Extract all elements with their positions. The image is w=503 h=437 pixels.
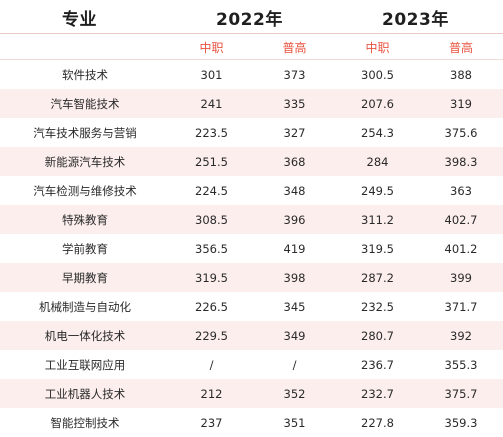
table-row: 特殊教育 308.5 396 311.2 402.7 bbox=[0, 205, 503, 234]
score-2023-pugao: 401.2 bbox=[419, 234, 503, 263]
score-2022-pugao: 419 bbox=[253, 234, 336, 263]
major-name: 软件技术 bbox=[0, 59, 170, 89]
score-2023-zhongzhi: 236.7 bbox=[336, 350, 419, 379]
score-2022-pugao: 335 bbox=[253, 89, 336, 118]
table-row: 智能控制技术 237 351 227.8 359.3 bbox=[0, 408, 503, 437]
major-name: 学前教育 bbox=[0, 234, 170, 263]
table-row: 汽车检测与维修技术 224.5 348 249.5 363 bbox=[0, 176, 503, 205]
major-name: 智能控制技术 bbox=[0, 408, 170, 437]
table-row: 汽车技术服务与营销 223.5 327 254.3 375.6 bbox=[0, 118, 503, 147]
score-2022-zhongzhi: 308.5 bbox=[170, 205, 253, 234]
score-2022-pugao: 398 bbox=[253, 263, 336, 292]
major-name: 工业机器人技术 bbox=[0, 379, 170, 408]
score-2023-pugao: 392 bbox=[419, 321, 503, 350]
score-2022-pugao: 348 bbox=[253, 176, 336, 205]
score-2023-zhongzhi: 280.7 bbox=[336, 321, 419, 350]
score-2023-zhongzhi: 311.2 bbox=[336, 205, 419, 234]
header-divider bbox=[0, 33, 503, 34]
score-2023-pugao: 359.3 bbox=[419, 408, 503, 437]
score-2022-zhongzhi: 319.5 bbox=[170, 263, 253, 292]
major-name: 机电一体化技术 bbox=[0, 321, 170, 350]
score-2022-pugao: 352 bbox=[253, 379, 336, 408]
major-name: 汽车智能技术 bbox=[0, 89, 170, 118]
subheader-2022-zhongzhi: 中职 bbox=[170, 36, 253, 60]
year-2022-header: 2022年 bbox=[216, 10, 283, 30]
score-2023-zhongzhi: 284 bbox=[336, 147, 419, 176]
subheader-2023-pugao: 普高 bbox=[419, 36, 503, 60]
score-2022-pugao: 345 bbox=[253, 292, 336, 321]
score-2023-pugao: 402.7 bbox=[419, 205, 503, 234]
major-name: 早期教育 bbox=[0, 263, 170, 292]
table-row: 汽车智能技术 241 335 207.6 319 bbox=[0, 89, 503, 118]
table-row: 机械制造与自动化 226.5 345 232.5 371.7 bbox=[0, 292, 503, 321]
score-2022-pugao: 327 bbox=[253, 118, 336, 147]
score-2022-zhongzhi: 223.5 bbox=[170, 118, 253, 147]
score-2022-zhongzhi: 212 bbox=[170, 379, 253, 408]
score-2022-pugao: 349 bbox=[253, 321, 336, 350]
score-2022-zhongzhi: 241 bbox=[170, 89, 253, 118]
score-2023-zhongzhi: 319.5 bbox=[336, 234, 419, 263]
score-2023-pugao: 363 bbox=[419, 176, 503, 205]
score-2022-zhongzhi: 224.5 bbox=[170, 176, 253, 205]
score-2022-zhongzhi: / bbox=[170, 350, 253, 379]
table-row: 学前教育 356.5 419 319.5 401.2 bbox=[0, 234, 503, 263]
score-2023-pugao: 375.7 bbox=[419, 379, 503, 408]
score-2023-zhongzhi: 227.8 bbox=[336, 408, 419, 437]
score-2023-zhongzhi: 232.5 bbox=[336, 292, 419, 321]
score-2022-pugao: 396 bbox=[253, 205, 336, 234]
score-2022-zhongzhi: 356.5 bbox=[170, 234, 253, 263]
score-2022-pugao: / bbox=[253, 350, 336, 379]
score-2023-pugao: 398.3 bbox=[419, 147, 503, 176]
score-2022-zhongzhi: 229.5 bbox=[170, 321, 253, 350]
score-2023-zhongzhi: 207.6 bbox=[336, 89, 419, 118]
major-column-header: 专业 bbox=[62, 10, 97, 30]
score-2022-zhongzhi: 301 bbox=[170, 59, 253, 89]
table-row: 新能源汽车技术 251.5 368 284 398.3 bbox=[0, 147, 503, 176]
subheader-blank bbox=[0, 36, 170, 60]
table-row: 工业互联网应用 / / 236.7 355.3 bbox=[0, 350, 503, 379]
score-2023-pugao: 388 bbox=[419, 59, 503, 89]
table-row: 早期教育 319.5 398 287.2 399 bbox=[0, 263, 503, 292]
year-header-row: 专业 2022年 2023年 bbox=[0, 0, 503, 36]
score-2022-pugao: 351 bbox=[253, 408, 336, 437]
score-2023-pugao: 371.7 bbox=[419, 292, 503, 321]
score-2023-zhongzhi: 287.2 bbox=[336, 263, 419, 292]
score-2023-zhongzhi: 254.3 bbox=[336, 118, 419, 147]
subheader-2023-zhongzhi: 中职 bbox=[336, 36, 419, 60]
major-name: 汽车技术服务与营销 bbox=[0, 118, 170, 147]
score-2023-pugao: 375.6 bbox=[419, 118, 503, 147]
table-row: 机电一体化技术 229.5 349 280.7 392 bbox=[0, 321, 503, 350]
subheader-row: 中职 普高 中职 普高 bbox=[0, 36, 503, 60]
score-table: 中职 普高 中职 普高 软件技术 301 373 300.5 388 汽车智能技… bbox=[0, 36, 503, 437]
score-2022-zhongzhi: 251.5 bbox=[170, 147, 253, 176]
major-name: 工业互联网应用 bbox=[0, 350, 170, 379]
score-2023-pugao: 399 bbox=[419, 263, 503, 292]
major-name: 新能源汽车技术 bbox=[0, 147, 170, 176]
score-2022-pugao: 373 bbox=[253, 59, 336, 89]
table-row: 软件技术 301 373 300.5 388 bbox=[0, 59, 503, 89]
score-2023-zhongzhi: 249.5 bbox=[336, 176, 419, 205]
major-name: 特殊教育 bbox=[0, 205, 170, 234]
major-name: 机械制造与自动化 bbox=[0, 292, 170, 321]
score-2022-zhongzhi: 237 bbox=[170, 408, 253, 437]
score-2023-pugao: 355.3 bbox=[419, 350, 503, 379]
year-2023-header: 2023年 bbox=[382, 10, 449, 30]
score-2023-zhongzhi: 232.7 bbox=[336, 379, 419, 408]
score-2023-pugao: 319 bbox=[419, 89, 503, 118]
score-2023-zhongzhi: 300.5 bbox=[336, 59, 419, 89]
major-name: 汽车检测与维修技术 bbox=[0, 176, 170, 205]
subheader-2022-pugao: 普高 bbox=[253, 36, 336, 60]
score-2022-pugao: 368 bbox=[253, 147, 336, 176]
table-row: 工业机器人技术 212 352 232.7 375.7 bbox=[0, 379, 503, 408]
score-2022-zhongzhi: 226.5 bbox=[170, 292, 253, 321]
